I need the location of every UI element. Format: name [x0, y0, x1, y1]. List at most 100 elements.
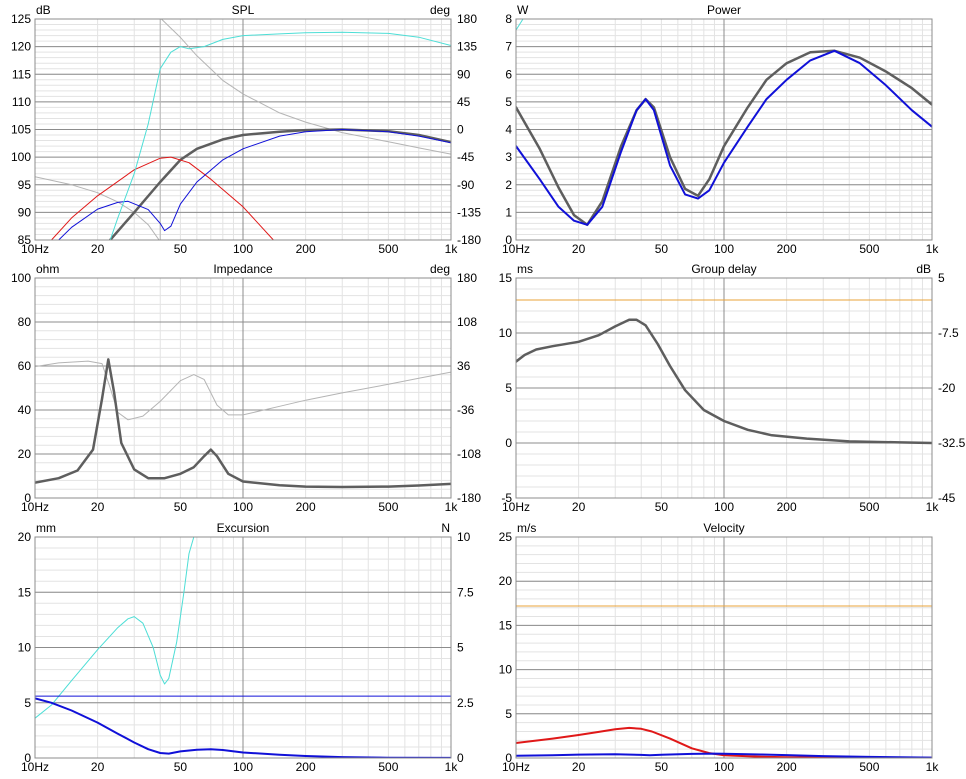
- y2-tick-label: 0: [457, 123, 464, 137]
- plot-frame: [34, 277, 452, 499]
- series-excursion: [35, 697, 451, 758]
- y-tick-label: 10: [499, 326, 513, 340]
- y2-tick-label: 5: [457, 641, 464, 655]
- y-tick-label: 0: [24, 751, 31, 765]
- x-tick-label: 500: [859, 500, 879, 514]
- series-port-velocity: [516, 726, 932, 758]
- x-tick-label: 10Hz: [21, 500, 49, 514]
- y2-tick-label: -45: [938, 491, 956, 505]
- y2-tick-label: -180: [457, 491, 481, 505]
- x-tick-label: 100: [233, 500, 253, 514]
- series-group: [516, 605, 932, 758]
- y2-tick-label: 135: [457, 40, 477, 54]
- x-tick-label: 500: [378, 760, 398, 774]
- y-tick-label: 100: [11, 150, 31, 164]
- y-tick-label: 8: [505, 12, 512, 26]
- series-phase: [35, 360, 451, 421]
- x-tick-label: 20: [572, 760, 586, 774]
- y-axis-label: ms: [517, 262, 533, 276]
- grid: [35, 536, 451, 759]
- y-axis-label: ohm: [36, 262, 59, 276]
- y-tick-label: 120: [11, 40, 31, 54]
- x-tick-label: 1k: [445, 760, 459, 774]
- y2-axis-label: N: [441, 521, 450, 535]
- series-group-delay: [516, 318, 932, 445]
- series-group: [35, 358, 451, 489]
- x-tick-label: 1k: [926, 500, 940, 514]
- y-tick-label: 15: [18, 585, 32, 599]
- y-tick-label: 7: [505, 40, 512, 54]
- y-axis-label: W: [517, 3, 529, 17]
- y2-tick-label: 0: [457, 751, 464, 765]
- y-tick-label: 100: [11, 271, 31, 285]
- y-tick-label: 2: [505, 178, 512, 192]
- y-tick-label: 15: [499, 618, 513, 632]
- y-tick-label: 20: [18, 447, 32, 461]
- y-tick-label: 10: [18, 641, 32, 655]
- plot-frame: [515, 277, 933, 499]
- x-tick-label: 200: [777, 242, 797, 256]
- x-tick-label: 100: [233, 242, 253, 256]
- y-tick-label: 15: [499, 271, 513, 285]
- y2-axis-label: dB: [916, 262, 931, 276]
- y-tick-label: 5: [505, 95, 512, 109]
- x-tick-label: 50: [655, 760, 669, 774]
- chart-title: Power: [707, 3, 741, 17]
- series-phase: [160, 19, 451, 155]
- y2-tick-label: 180: [457, 12, 477, 26]
- series-power: [516, 49, 932, 226]
- y2-tick-label: -20: [938, 381, 956, 395]
- series-spl-rear: [51, 156, 274, 240]
- y-tick-label: 105: [11, 123, 31, 137]
- chart-title: Excursion: [217, 521, 270, 535]
- chart-velocity: Velocity m/s 0 5 10 15 20 25 10Hz 20 50 100 200 500 1k: [499, 521, 940, 774]
- x-tick-label: 50: [655, 242, 669, 256]
- y-tick-label: 0: [505, 233, 512, 247]
- series-impedance: [35, 358, 451, 489]
- y2-tick-label: 45: [457, 95, 471, 109]
- plot-frame: [34, 18, 452, 241]
- y-tick-label: -5: [501, 491, 512, 505]
- y2-axis-label: deg: [430, 262, 450, 276]
- y-tick-label: 25: [499, 530, 513, 544]
- y2-tick-label: -45: [457, 150, 475, 164]
- x-tick-label: 10Hz: [502, 760, 530, 774]
- y2-tick-label: 108: [457, 315, 477, 329]
- x-tick-label: 1k: [445, 500, 459, 514]
- x-tick-label: 100: [714, 500, 734, 514]
- y2-tick-label: 36: [457, 359, 471, 373]
- x-tick-label: 20: [572, 500, 586, 514]
- x-tick-label: 200: [296, 760, 316, 774]
- series-cone-velocity: [516, 752, 932, 758]
- y-tick-label: 125: [11, 12, 31, 26]
- y-tick-label: 110: [12, 95, 31, 109]
- x-tick-label: 50: [174, 242, 188, 256]
- plot-frame: [515, 536, 933, 759]
- x-tick-label: 1k: [926, 242, 940, 256]
- plot-frame: [515, 18, 933, 241]
- chart-title: Impedance: [213, 262, 273, 276]
- x-tick-label: 500: [378, 242, 398, 256]
- x-tick-label: 200: [296, 500, 316, 514]
- y-tick-label: 20: [499, 574, 513, 588]
- series-group: [516, 299, 932, 445]
- y-tick-label: 0: [505, 751, 512, 765]
- y-tick-label: 40: [18, 403, 32, 417]
- x-tick-label: 10Hz: [21, 242, 49, 256]
- y2-tick-label: 90: [457, 67, 471, 81]
- x-tick-label: 200: [777, 760, 797, 774]
- y-tick-label: 5: [505, 381, 512, 395]
- y-tick-label: 4: [505, 123, 512, 137]
- y2-tick-label: 5: [938, 271, 945, 285]
- chart-title: Velocity: [703, 521, 744, 535]
- x-tick-label: 10Hz: [21, 760, 49, 774]
- x-tick-label: 10Hz: [502, 242, 530, 256]
- x-tick-label: 500: [859, 760, 879, 774]
- y2-tick-label: -135: [457, 205, 481, 219]
- y-tick-label: 1: [505, 205, 512, 219]
- y-tick-label: 95: [18, 178, 32, 192]
- x-tick-label: 200: [777, 500, 797, 514]
- x-tick-label: 20: [91, 760, 105, 774]
- plot-frame: [34, 536, 452, 759]
- y-tick-label: 60: [18, 359, 32, 373]
